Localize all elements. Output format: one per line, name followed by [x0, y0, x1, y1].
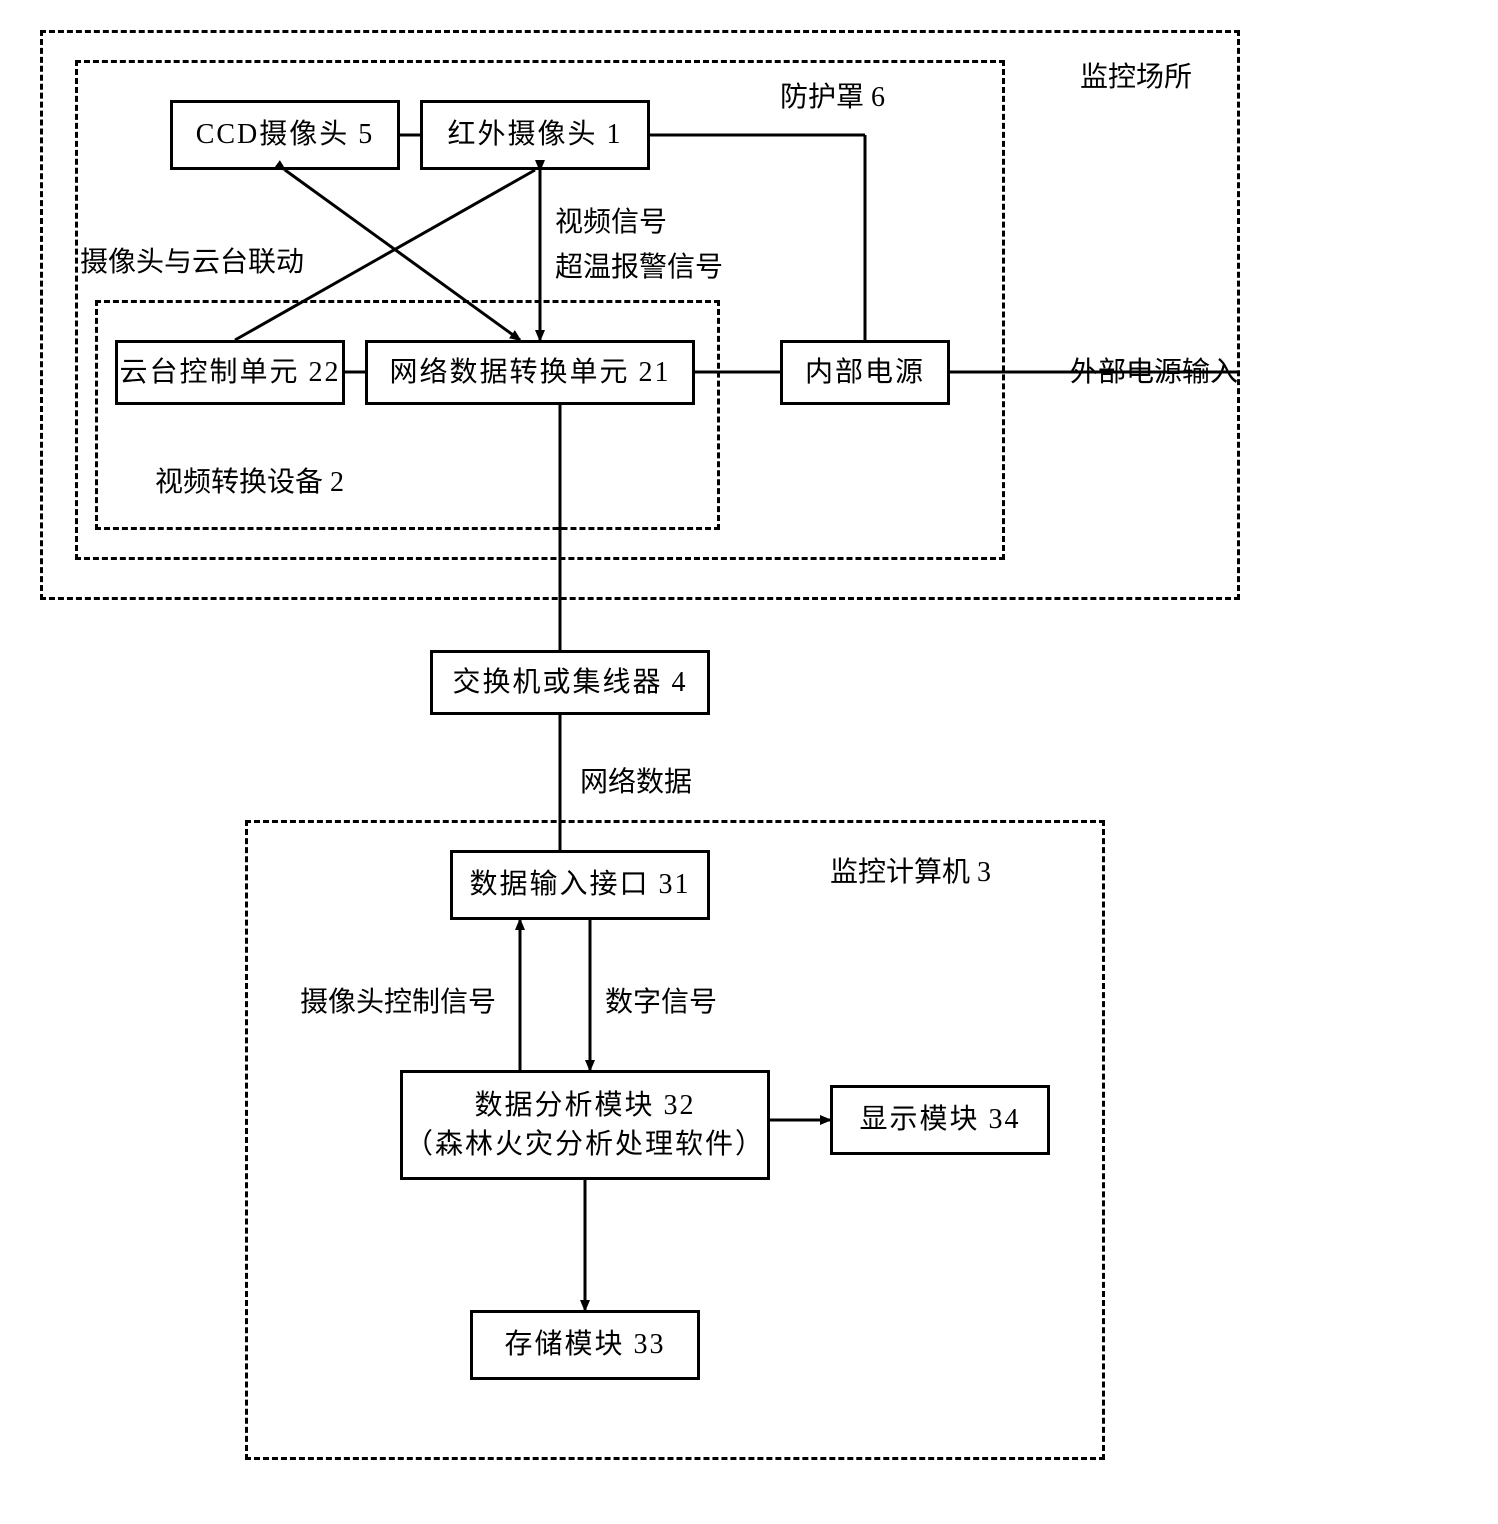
diagram-root: 监控场所 防护罩 6 CCD摄像头 5 红外摄像头 1 摄像头与云台联动 视频信… — [0, 0, 1498, 1524]
network-data-label: 网络数据 — [580, 760, 692, 800]
shield-label: 防护罩 6 — [780, 75, 885, 115]
switch-hub-box: 交换机或集线器 4 — [430, 650, 710, 715]
camera-ctrl-signal-label: 摄像头控制信号 — [300, 980, 496, 1020]
linkage-label: 摄像头与云台联动 — [80, 240, 304, 280]
data-input-box: 数据输入接口 31 — [450, 850, 710, 920]
analysis-module-line1: 数据分析模块 32 — [405, 1086, 765, 1125]
digital-signal-label: 数字信号 — [605, 980, 717, 1020]
ptz-unit-box: 云台控制单元 22 — [115, 340, 345, 405]
internal-power-label: 内部电源 — [805, 353, 925, 392]
monitoring-site-label: 监控场所 — [1080, 55, 1192, 95]
storage-module-label: 存储模块 33 — [504, 1325, 665, 1364]
data-input-label: 数据输入接口 31 — [469, 865, 690, 904]
switch-hub-label: 交换机或集线器 4 — [452, 663, 687, 702]
ir-camera-box: 红外摄像头 1 — [420, 100, 650, 170]
net-convert-unit-box: 网络数据转换单元 21 — [365, 340, 695, 405]
ccd-camera-label: CCD摄像头 5 — [196, 115, 375, 154]
display-module-box: 显示模块 34 — [830, 1085, 1050, 1155]
storage-module-box: 存储模块 33 — [470, 1310, 700, 1380]
ptz-unit-label: 云台控制单元 22 — [119, 353, 340, 392]
display-module-label: 显示模块 34 — [859, 1100, 1020, 1139]
monitor-computer-label: 监控计算机 3 — [830, 850, 991, 890]
analysis-module-box: 数据分析模块 32 （森林火灾分析处理软件） — [400, 1070, 770, 1180]
internal-power-box: 内部电源 — [780, 340, 950, 405]
video-signal-label: 视频信号 — [555, 200, 667, 240]
ir-camera-label: 红外摄像头 1 — [447, 115, 622, 154]
net-convert-unit-label: 网络数据转换单元 21 — [389, 353, 670, 392]
external-power-label: 外部电源输入 — [1070, 350, 1238, 390]
ccd-camera-box: CCD摄像头 5 — [170, 100, 400, 170]
overtemp-signal-label: 超温报警信号 — [555, 245, 723, 285]
video-convert-device-label: 视频转换设备 2 — [155, 460, 344, 500]
analysis-module-line2: （森林火灾分析处理软件） — [405, 1125, 765, 1164]
